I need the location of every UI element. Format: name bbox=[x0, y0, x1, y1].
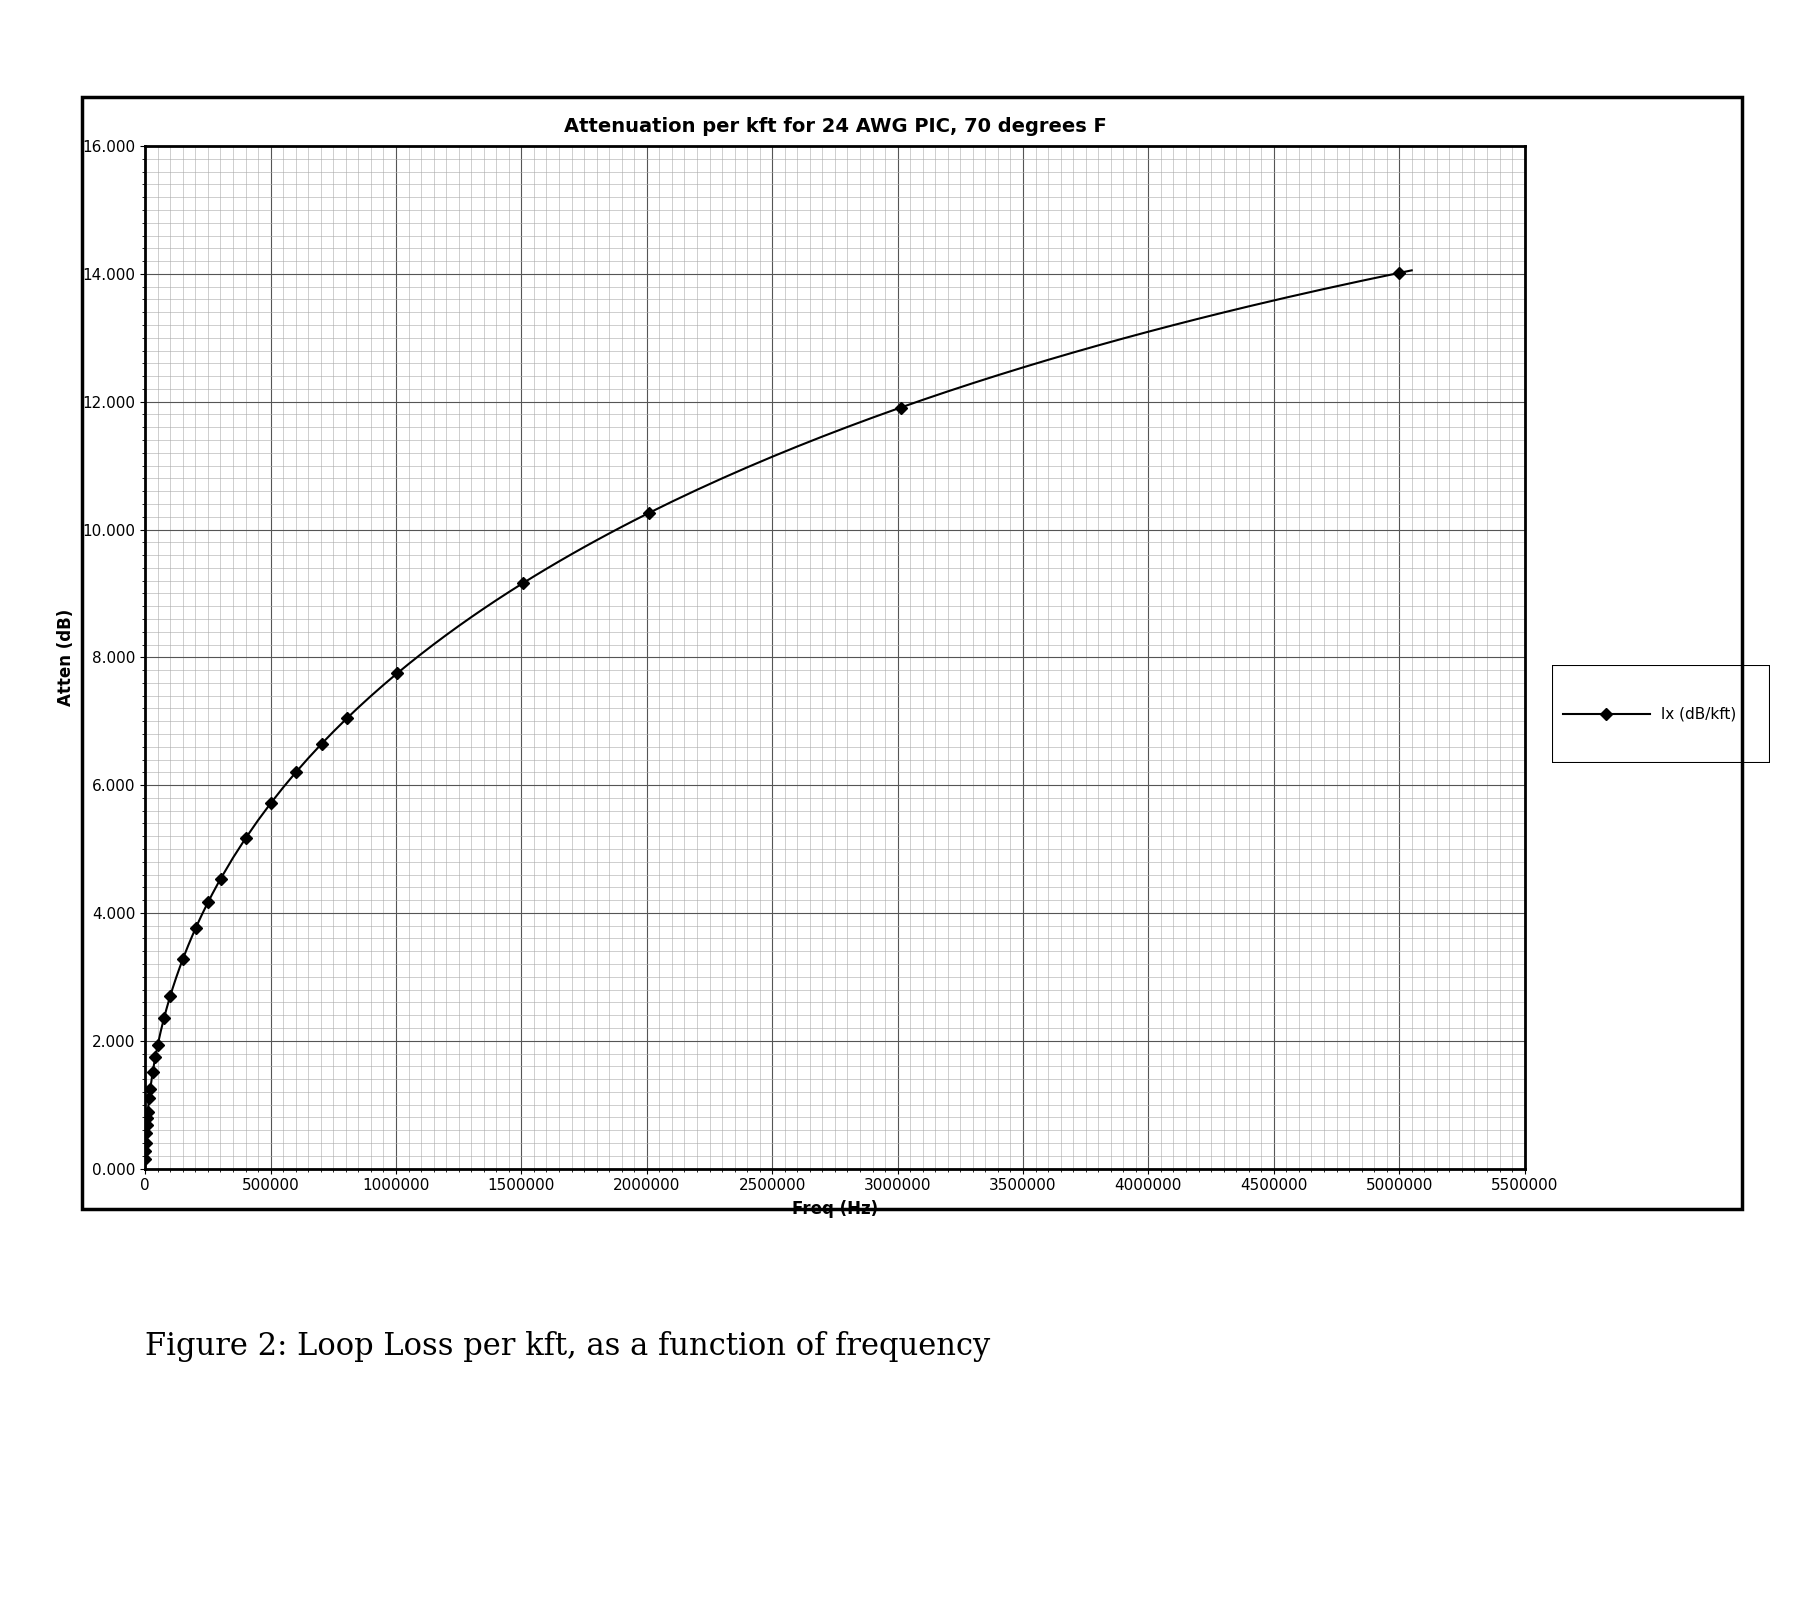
Text: lx (dB/kft): lx (dB/kft) bbox=[1660, 706, 1734, 722]
X-axis label: Freq (Hz): Freq (Hz) bbox=[791, 1201, 878, 1219]
Title: Attenuation per kft for 24 AWG PIC, 70 degrees F: Attenuation per kft for 24 AWG PIC, 70 d… bbox=[562, 117, 1107, 136]
Y-axis label: Atten (dB): Atten (dB) bbox=[58, 609, 76, 706]
Text: Figure 2: Loop Loss per kft, as a function of frequency: Figure 2: Loop Loss per kft, as a functi… bbox=[145, 1331, 990, 1362]
